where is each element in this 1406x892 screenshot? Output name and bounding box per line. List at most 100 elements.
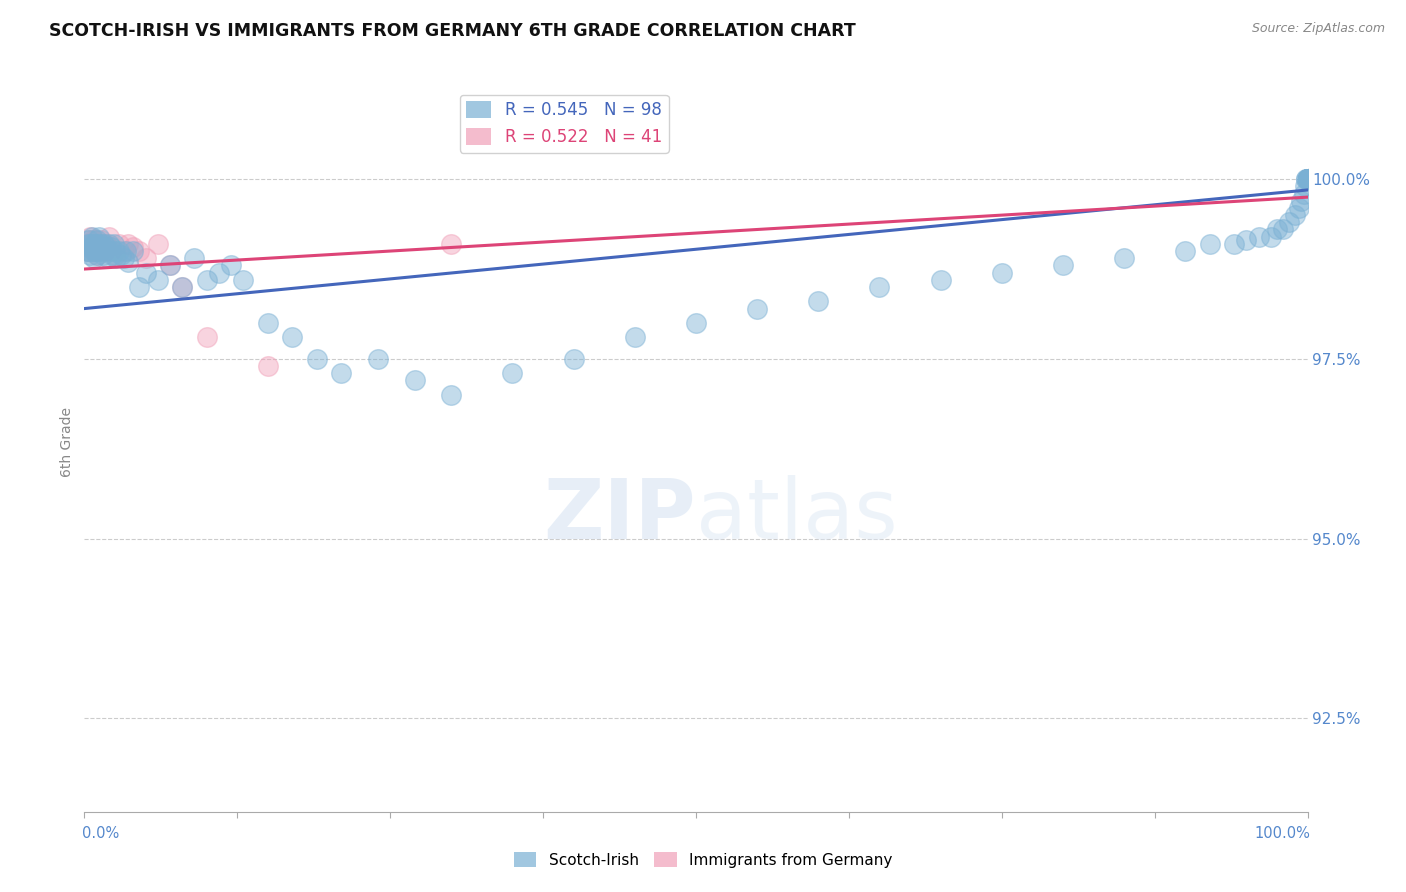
Point (1296, 172, 1319, 186)
Point (104, 244, 127, 258)
Point (1291, 194, 1313, 208)
Point (807, 294, 830, 309)
Point (1236, 233, 1258, 247)
Point (1292, 186, 1315, 201)
Point (89, 244, 111, 258)
Legend: R = 0.545   N = 98, R = 0.522   N = 41: R = 0.545 N = 98, R = 0.522 N = 41 (460, 95, 669, 153)
Point (869, 280, 891, 294)
Point (159, 259, 181, 273)
Point (257, 316, 280, 330)
Point (219, 259, 242, 273)
Point (87, 244, 110, 258)
Point (1295, 172, 1317, 186)
Point (135, 266, 157, 280)
Point (77, 236, 100, 251)
Point (232, 273, 254, 287)
Point (84, 236, 107, 251)
Text: 0.0%: 0.0% (82, 826, 120, 841)
Point (100, 240, 122, 254)
Point (96, 236, 118, 251)
Point (101, 247, 124, 261)
Point (1296, 172, 1319, 186)
Point (122, 244, 145, 258)
Point (172, 280, 194, 294)
Point (77, 240, 100, 254)
Point (94, 244, 117, 258)
Point (115, 244, 138, 258)
Point (112, 252, 135, 266)
Point (93, 236, 115, 251)
Point (1296, 172, 1319, 186)
Point (128, 280, 150, 294)
Point (87, 236, 110, 251)
Point (305, 351, 328, 366)
Point (1272, 222, 1295, 236)
Point (502, 366, 524, 380)
Point (624, 330, 647, 344)
Point (1296, 172, 1319, 186)
Point (83, 244, 105, 258)
Point (1284, 208, 1306, 222)
Point (440, 236, 463, 251)
Text: atlas: atlas (696, 475, 897, 556)
Point (84, 244, 107, 258)
Legend: Scotch-Irish, Immigrants from Germany: Scotch-Irish, Immigrants from Germany (508, 846, 898, 873)
Point (1296, 172, 1319, 186)
Text: Source: ZipAtlas.com: Source: ZipAtlas.com (1251, 22, 1385, 36)
Point (97, 252, 120, 266)
Point (90, 236, 112, 251)
Point (107, 236, 129, 251)
Point (135, 252, 157, 266)
Point (1294, 179, 1316, 194)
Point (562, 351, 585, 366)
Point (183, 252, 205, 266)
Text: SCOTCH-IRISH VS IMMIGRANTS FROM GERMANY 6TH GRADE CORRELATION CHART: SCOTCH-IRISH VS IMMIGRANTS FROM GERMANY … (49, 22, 856, 40)
Point (991, 266, 1014, 280)
Point (1295, 172, 1317, 186)
Point (112, 244, 135, 258)
Point (1296, 172, 1319, 186)
Point (747, 301, 769, 316)
Point (1288, 201, 1310, 215)
Point (440, 388, 463, 402)
Point (1296, 172, 1319, 186)
Point (82, 233, 104, 247)
Point (79, 244, 101, 258)
Point (87, 236, 110, 251)
Point (90, 233, 112, 247)
Point (94, 244, 117, 258)
Point (86, 233, 108, 247)
Point (83, 252, 105, 266)
Point (1296, 172, 1319, 186)
Point (97, 236, 120, 251)
Point (1278, 215, 1301, 229)
Point (79, 229, 101, 244)
Y-axis label: 6th Grade: 6th Grade (60, 407, 75, 476)
Point (1174, 244, 1197, 258)
Point (83, 236, 105, 251)
Point (929, 273, 952, 287)
Point (76, 244, 98, 258)
Point (172, 280, 194, 294)
Point (107, 244, 129, 258)
Point (117, 236, 139, 251)
Point (208, 266, 231, 280)
Point (1296, 172, 1319, 186)
Point (84, 244, 107, 258)
Point (1114, 252, 1136, 266)
Point (77, 244, 100, 258)
Point (1296, 172, 1319, 186)
Point (93, 236, 115, 251)
Point (404, 374, 426, 388)
Point (195, 330, 218, 344)
Point (1296, 172, 1319, 186)
Point (86, 236, 108, 251)
Point (80, 229, 103, 244)
Text: ZIP: ZIP (544, 475, 696, 556)
Point (1247, 229, 1270, 244)
Point (77, 233, 100, 247)
Point (79, 236, 101, 251)
Point (76, 244, 98, 258)
Point (159, 259, 181, 273)
Point (97, 240, 120, 254)
